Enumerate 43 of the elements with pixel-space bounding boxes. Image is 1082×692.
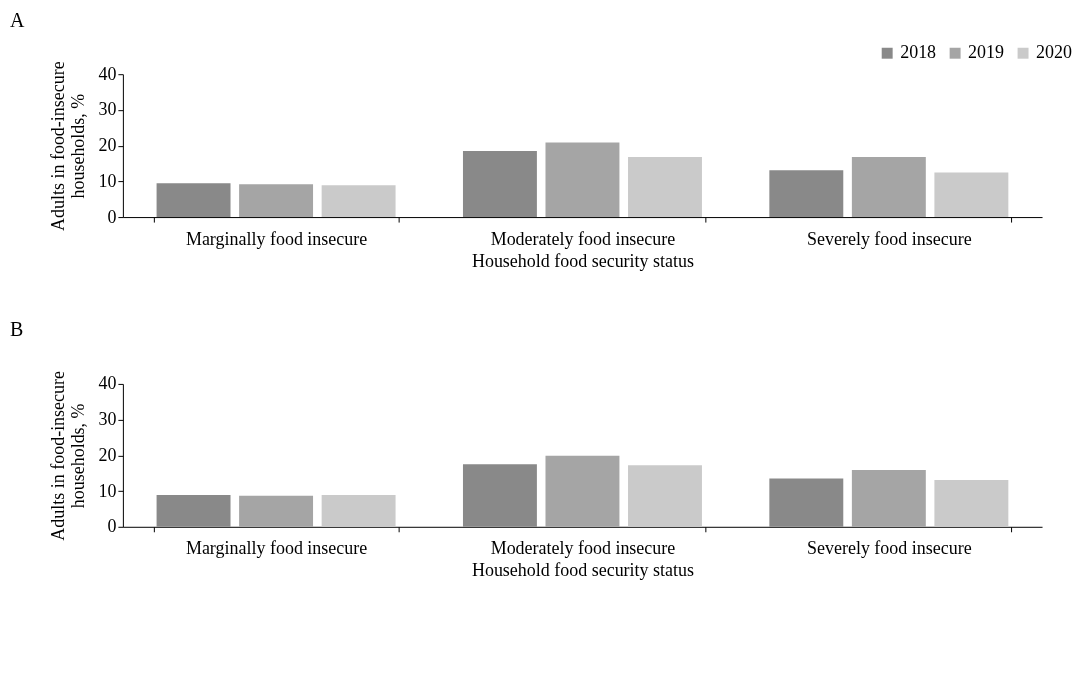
y-tick-label: 0 [107,516,117,537]
bar [545,455,620,527]
bar [851,157,926,218]
y-tick-label: 20 [98,444,117,465]
bar [934,172,1009,218]
bar [156,183,231,218]
y-tick-label: 30 [98,409,117,430]
y-axis-title: Adults in food-insecure households, % [48,61,89,231]
x-tick-label: Marginally food insecure [185,538,368,559]
x-tick-label: Moderately food insecure [490,228,676,249]
y-tick-label: 30 [98,99,117,120]
bar [628,465,702,527]
bar [239,495,314,527]
legend-label: 2018 [900,42,937,63]
x-tick-label: Severely food insecure [807,228,972,249]
legend-label: 2020 [1036,42,1072,63]
bar [934,479,1009,527]
legend-label: 2019 [968,42,1005,63]
bar [462,150,537,218]
x-tick-label: Severely food insecure [807,538,972,559]
bar [462,464,537,527]
bar [156,495,231,527]
y-tick-label: 20 [98,135,117,156]
bar [321,185,396,218]
bar [769,170,844,218]
y-tick-label: 0 [107,206,117,227]
chart-title: B [9,318,24,341]
y-tick-label: 40 [98,373,117,394]
x-tick-label: Marginally food insecure [185,228,368,249]
bar [545,142,620,218]
x-tick-label: Moderately food insecure [490,538,676,559]
y-tick-label: 40 [98,63,117,84]
x-axis-title: Household food security status [471,250,695,271]
y-tick-label: 10 [98,170,117,191]
bar [321,495,396,527]
y-axis-title: Adults in food-insecure households, % [48,370,89,541]
bar [628,157,702,218]
bar [769,478,844,527]
bar [239,184,314,218]
bar [851,469,926,527]
y-tick-label: 10 [98,480,117,501]
chart-title: A [9,8,25,31]
x-axis-title: Household food security status [471,560,695,581]
